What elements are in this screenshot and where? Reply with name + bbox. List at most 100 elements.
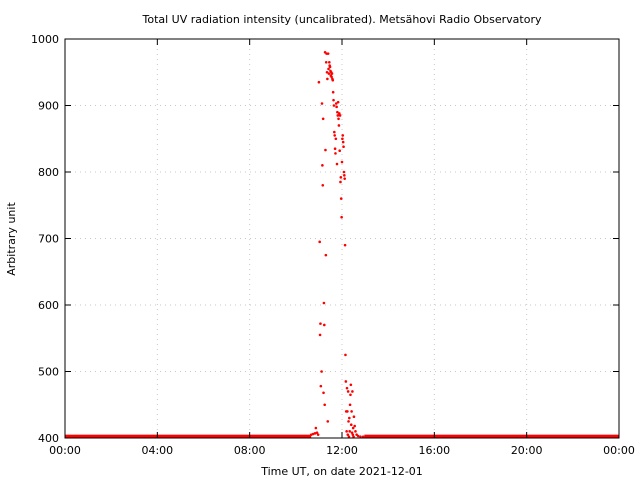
y-axis-label: Arbitrary unit xyxy=(5,202,18,276)
y-tick-label: 600 xyxy=(38,299,59,312)
data-point xyxy=(322,301,326,305)
data-point xyxy=(338,149,341,153)
data-point xyxy=(330,75,333,79)
x-tick-label: 00:00 xyxy=(603,444,635,457)
data-point xyxy=(330,72,334,75)
data-point xyxy=(335,105,338,109)
data-point xyxy=(339,176,343,179)
y-tick-label: 900 xyxy=(38,100,59,113)
data-point xyxy=(338,114,342,117)
data-point xyxy=(348,416,351,420)
data-point xyxy=(351,433,355,436)
data-point xyxy=(333,147,337,151)
y-tick-label: 500 xyxy=(38,366,59,379)
data-point xyxy=(324,148,327,152)
data-point xyxy=(346,410,349,413)
data-point xyxy=(348,403,352,407)
baseline-band xyxy=(65,434,312,439)
data-point xyxy=(336,110,339,114)
data-point xyxy=(340,160,344,164)
data-point xyxy=(348,430,351,433)
data-point xyxy=(351,390,354,393)
data-point xyxy=(336,114,340,117)
data-point xyxy=(327,72,331,75)
data-point xyxy=(323,323,326,327)
data-point xyxy=(328,65,332,69)
data-point xyxy=(320,102,324,105)
data-point xyxy=(322,391,325,395)
data-point xyxy=(343,177,346,180)
data-point xyxy=(319,384,323,388)
data-point xyxy=(334,102,338,105)
x-tick-label: 16:00 xyxy=(418,444,450,457)
data-point xyxy=(356,434,360,438)
y-tick-label: 400 xyxy=(38,432,59,445)
data-point xyxy=(323,403,326,407)
data-point xyxy=(349,393,352,397)
data-point xyxy=(333,130,336,134)
data-point xyxy=(344,380,348,383)
data-point xyxy=(336,100,340,104)
data-point xyxy=(339,180,342,184)
x-tick-label: 04:00 xyxy=(141,444,173,457)
data-point xyxy=(319,322,322,325)
x-tick-label: 20:00 xyxy=(511,444,543,457)
baseline-band xyxy=(364,434,619,439)
data-point xyxy=(320,370,323,373)
data-point xyxy=(326,52,330,55)
data-point xyxy=(339,197,343,200)
data-point xyxy=(315,431,319,434)
x-tick-label: 12:00 xyxy=(326,444,358,457)
data-point xyxy=(347,435,351,438)
data-point xyxy=(346,390,350,393)
data-point xyxy=(331,90,335,94)
data-point xyxy=(332,104,336,107)
grid-lines xyxy=(65,39,619,438)
data-point xyxy=(337,117,340,121)
data-point xyxy=(314,426,318,430)
x-tick-labels: 00:00 04:00 08:00 12:00 16:00 20:00 00:00 xyxy=(49,444,635,457)
data-point xyxy=(334,137,338,141)
baseline-series xyxy=(65,434,619,439)
data-point xyxy=(349,383,353,387)
data-point xyxy=(342,145,345,149)
y-tick-labels: 400 500 600 700 800 900 1000 xyxy=(31,33,59,445)
y-tick-label: 800 xyxy=(38,166,59,179)
data-point xyxy=(317,80,321,84)
x-axis-label: Time UT, on date 2021-12-01 xyxy=(260,465,423,478)
data-point xyxy=(321,117,325,121)
y-tick-label: 1000 xyxy=(31,33,59,46)
data-point xyxy=(341,134,345,137)
data-point xyxy=(344,353,347,357)
data-point xyxy=(326,77,329,81)
data-point xyxy=(345,430,348,433)
data-point xyxy=(353,424,356,428)
data-point xyxy=(335,162,339,166)
data-point xyxy=(338,112,341,115)
data-point xyxy=(326,420,330,423)
data-points xyxy=(309,51,365,438)
data-point xyxy=(342,170,346,174)
data-point xyxy=(327,67,330,71)
data-point xyxy=(343,174,346,177)
axis-ticks xyxy=(64,38,620,439)
data-point xyxy=(325,70,329,74)
data-point xyxy=(331,78,335,82)
data-point xyxy=(341,137,344,141)
data-point xyxy=(324,60,328,64)
x-tick-label: 00:00 xyxy=(49,444,81,457)
data-point xyxy=(346,433,350,436)
data-point xyxy=(337,124,341,127)
data-point xyxy=(321,164,324,167)
data-point xyxy=(347,420,350,423)
data-point xyxy=(350,431,354,434)
data-point xyxy=(359,435,362,438)
data-point xyxy=(340,215,343,219)
y-tick-label: 700 xyxy=(38,233,59,246)
data-point xyxy=(324,253,328,257)
data-point xyxy=(334,152,337,155)
data-point xyxy=(351,426,355,430)
chart-title: Total UV radiation intensity (uncalibrat… xyxy=(142,13,542,26)
data-point xyxy=(343,243,347,247)
